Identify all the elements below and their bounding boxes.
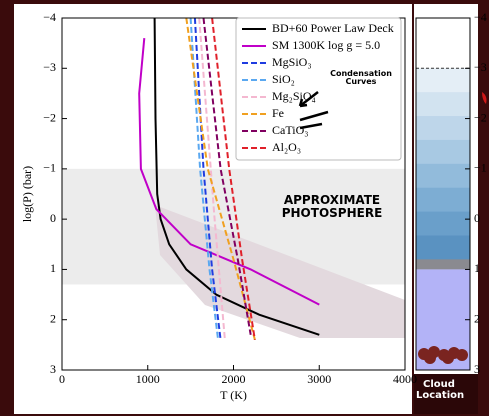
column-frame (415, 17, 471, 371)
x-axis-label: T (K) (220, 388, 247, 402)
y-tick-label: 3 (50, 362, 56, 376)
cloud-layer (416, 68, 470, 93)
cloud-deck (416, 259, 470, 270)
series-line (138, 38, 320, 306)
cloud-layer (416, 163, 470, 189)
series-line (211, 17, 256, 340)
uncertainty-fan (155, 205, 405, 338)
cloud-layer (416, 211, 470, 236)
column-tick-label: 3 (474, 362, 480, 376)
series-line (198, 17, 226, 340)
column-tick-label: 2 (474, 311, 480, 325)
y-tick-label: −2 (43, 110, 56, 124)
arrow (299, 122, 323, 130)
legend-label: SM 1300K log g = 5.0 (272, 38, 380, 52)
y-tick-label: 1 (50, 261, 56, 275)
cloud-layer (416, 187, 470, 213)
x-tick-label: 4000 (393, 372, 417, 386)
series-line (189, 17, 220, 340)
column-tick-label: −1 (474, 161, 487, 175)
y-tick-label: −1 (43, 161, 56, 175)
cloud-layer (416, 116, 470, 141)
column-tick-label: 1 (474, 261, 480, 275)
arrow (299, 110, 329, 122)
legend-label: BD+60 Power Law Deck (272, 21, 394, 35)
legend-label: MgSiO₃ (272, 55, 312, 69)
column-tick-label: −2 (474, 110, 487, 124)
column-tick-label: −4 (474, 10, 487, 24)
cloud-blob (424, 352, 436, 364)
legend-label: SiO₂ (272, 72, 295, 86)
marker-icon (482, 92, 487, 104)
band-label: APPROXIMATE PHOTOSPHERE (281, 193, 383, 220)
x-tick-label: 1000 (136, 372, 160, 386)
y-axis-label: log(P) (bar) (20, 166, 34, 222)
series-line (193, 17, 222, 340)
annotation: Condensation Curves (330, 69, 392, 87)
column-label: Cloud Location (416, 379, 465, 401)
legend-label: Al₂O₃ (272, 140, 301, 154)
legend-label: Fe (272, 106, 284, 120)
cloud-layer (416, 235, 470, 260)
arrow (298, 98, 308, 108)
column-tick-label: 0 (474, 211, 480, 225)
legend-label: CaTiO₃ (272, 123, 308, 137)
cloud-blob (442, 352, 454, 364)
y-tick-label: 0 (50, 211, 56, 225)
legend-box (235, 17, 402, 161)
y-tick-label: −4 (43, 10, 56, 24)
x-tick-label: 0 (59, 372, 65, 386)
y-tick-label: −3 (43, 60, 56, 74)
cloud-layer (416, 139, 470, 165)
column-tick-label: −3 (474, 60, 487, 74)
column-foot (414, 374, 478, 414)
x-tick-label: 2000 (222, 372, 246, 386)
series-line (202, 17, 252, 335)
legend-label: Mg₂SiO₄ (272, 89, 316, 103)
x-tick-label: 3000 (307, 372, 331, 386)
cloud-layer (416, 92, 470, 117)
cloud-blob (456, 349, 468, 361)
arrow (299, 91, 319, 107)
series-line (153, 17, 320, 336)
y-tick-label: 2 (50, 311, 56, 325)
